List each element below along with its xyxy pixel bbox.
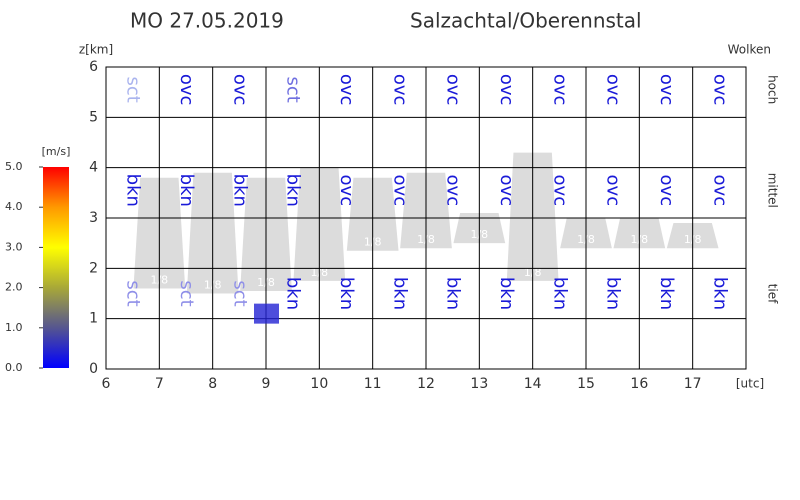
colorbar-label: [m/s]	[42, 145, 71, 158]
y-tick-label: 1	[89, 311, 98, 327]
cloud-cover-label: ovc	[496, 74, 517, 106]
cloud-row-name: mittel	[766, 173, 780, 208]
cloud-cover-label: ovc	[603, 74, 624, 106]
x-tick-label: 10	[310, 376, 328, 392]
cloud-cover-label: bkn	[709, 277, 730, 310]
x-tick-label: 6	[102, 376, 111, 392]
colorbar-tick-label: 1.0	[5, 321, 23, 334]
cloud-cover-label: ovc	[336, 175, 357, 207]
plot-border	[105, 66, 747, 370]
cloud-cover-label: sct	[123, 76, 144, 102]
cloud-cover-label: ovc	[443, 74, 464, 106]
colorbar	[43, 167, 69, 368]
cloud-cover-label: bkn	[656, 277, 677, 310]
cloud-cover-label: ovc	[709, 74, 730, 106]
cloud-cover-label: ovc	[496, 175, 517, 207]
cloud-cover-label: bkn	[389, 277, 410, 310]
x-tick-label: 11	[364, 376, 382, 392]
x-tick-label: 14	[524, 376, 542, 392]
x-tick-label: 9	[262, 376, 271, 392]
cloud-cover-label: bkn	[603, 277, 624, 310]
y-tick-label: 3	[89, 210, 98, 226]
cloud-cover-label: bkn	[336, 277, 357, 310]
colorbar-tick-label: 5.0	[5, 160, 23, 173]
cloud-row-name: tief	[766, 284, 780, 304]
x-tick-label: 13	[470, 376, 488, 392]
cloud-cover-label: bkn	[283, 277, 304, 310]
y-tick-label: 5	[89, 109, 98, 125]
y-tick-label: 4	[89, 160, 98, 176]
cloud-cover-label: ovc	[549, 175, 570, 207]
x-tick-label: 12	[417, 376, 435, 392]
x-tick-label: 7	[155, 376, 164, 392]
cloud-cover-label: sct	[229, 280, 250, 306]
colorbar-tick-label: 3.0	[5, 240, 23, 253]
chart-subtitle: Salzachtal/Oberennstal	[410, 9, 642, 33]
x-tick-label: 17	[684, 376, 702, 392]
cloud-cover-label: ovc	[176, 74, 197, 106]
colorbar-tick-label: 2.0	[5, 281, 23, 294]
x-tick-label: 15	[577, 376, 595, 392]
cloud-cover-label: sct	[123, 280, 144, 306]
cloud-cover-label: ovc	[389, 74, 410, 106]
cloud-cover-label: ovc	[603, 175, 624, 207]
colorbar-tick-label: 0.0	[5, 361, 23, 374]
y-tick-label: 6	[89, 59, 98, 75]
wind-marker	[254, 303, 279, 324]
cloud-cover-label: ovc	[336, 74, 357, 106]
y-tick-label: 2	[89, 260, 98, 276]
x-tick-label: 8	[208, 376, 217, 392]
cloud-cover-label: bkn	[123, 174, 144, 207]
cloud-cover-label: ovc	[229, 74, 250, 106]
cloud-cover-label: ovc	[389, 175, 410, 207]
cloud-cover-label: ovc	[549, 74, 570, 106]
right-label: Wolken	[728, 43, 771, 57]
cloud-cover-label: ovc	[443, 175, 464, 207]
cloud-cover-label: bkn	[443, 277, 464, 310]
colorbar-tick-label: 4.0	[5, 200, 23, 213]
cloud-cover-label: bkn	[283, 174, 304, 207]
cloud-cover-label: bkn	[176, 174, 197, 207]
x-tick-label: 16	[630, 376, 648, 392]
y-axis-label: z[km]	[79, 43, 113, 57]
cloud-cover-label: sct	[176, 280, 197, 306]
cloud-cover-label: ovc	[656, 74, 677, 106]
cloud-cover-label: bkn	[549, 277, 570, 310]
x-axis-label: [utc]	[736, 377, 764, 391]
cloud-cover-label: sct	[283, 76, 304, 102]
cloud-cover-label: bkn	[496, 277, 517, 310]
y-tick-label: 0	[89, 361, 98, 377]
cloud-cover-label: ovc	[656, 175, 677, 207]
cloud-row-name: hoch	[766, 75, 780, 104]
chart-title: MO 27.05.2019	[130, 9, 284, 33]
cloud-cover-label: bkn	[229, 174, 250, 207]
cloud-cover-label: ovc	[709, 175, 730, 207]
